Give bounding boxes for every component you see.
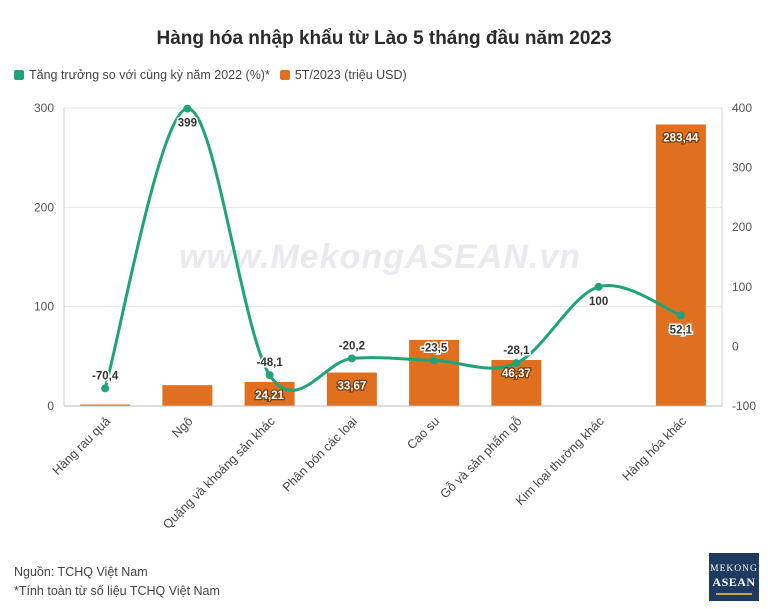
legend-swatch-growth xyxy=(14,70,24,80)
mekongasean-logo: MEKONG ASEAN xyxy=(709,553,759,601)
growth-point xyxy=(512,359,521,368)
legend-label-growth: Tăng trưởng so với cùng kỳ năm 2022 (%)* xyxy=(29,68,270,82)
bar-value-label: 33,67 xyxy=(337,381,366,393)
footnote: *Tính toàn từ số liệu TCHQ Việt Nam xyxy=(14,584,220,598)
growth-value-label: 399 xyxy=(178,118,197,130)
legend: Tăng trưởng so với cùng kỳ năm 2022 (%)*… xyxy=(14,68,407,82)
chart-title: Hàng hóa nhập khẩu từ Lào 5 tháng đầu nă… xyxy=(156,28,612,49)
legend-item-growth: Tăng trưởng so với cùng kỳ năm 2022 (%)* xyxy=(14,68,270,82)
y-left-tick-label: 300 xyxy=(34,101,54,115)
bar xyxy=(326,372,377,406)
x-category-label: Phân bón các loại xyxy=(280,414,360,494)
bar xyxy=(80,404,131,406)
y-left-tick-label: 0 xyxy=(47,399,54,413)
x-category-label: Cao su xyxy=(404,414,442,452)
growth-point xyxy=(265,371,274,380)
bar xyxy=(655,124,706,407)
logo-rule xyxy=(716,593,752,595)
growth-series-line xyxy=(103,107,682,392)
logo-line1: MEKONG xyxy=(710,564,758,574)
growth-value-label: -28,1 xyxy=(503,345,530,357)
x-category-label: Hàng hóa khác xyxy=(620,414,689,483)
y-right-tick-label: 0 xyxy=(732,339,739,353)
bar-value-label: 283,44 xyxy=(663,132,699,144)
y-right-tick-label: 200 xyxy=(732,220,752,234)
y-right-tick-label: 400 xyxy=(732,101,752,115)
logo-line2: ASEAN xyxy=(712,575,756,589)
x-category-label: Ngô xyxy=(169,414,195,440)
watermark: www.MekongASEAN.vn xyxy=(179,238,581,276)
x-category-label: Hàng rau quả xyxy=(50,414,113,477)
bar xyxy=(162,385,213,406)
growth-point xyxy=(183,104,192,113)
bar-value-label: 46,37 xyxy=(502,368,531,380)
growth-point xyxy=(676,311,685,320)
x-category-label: Gỗ và sản phẩm gỗ xyxy=(437,413,525,501)
growth-point xyxy=(101,384,110,393)
y-left-tick-label: 200 xyxy=(34,200,54,214)
growth-point xyxy=(594,282,603,291)
growth-value-label: -23,5 xyxy=(421,342,448,354)
growth-point xyxy=(430,356,439,365)
growth-value-label: 52,1 xyxy=(670,324,693,336)
bar xyxy=(244,381,295,406)
growth-value-label: -20,2 xyxy=(339,340,365,352)
growth-value-label: -48,1 xyxy=(257,357,284,369)
y-left-tick-label: 100 xyxy=(34,300,54,314)
growth-point xyxy=(347,354,356,363)
y-right-tick-label: -100 xyxy=(732,399,756,413)
bar-value-label: 24,21 xyxy=(255,390,284,402)
x-category-label: Kim loại thường khác xyxy=(513,414,607,508)
y-right-tick-label: 300 xyxy=(732,161,752,175)
y-right-tick-label: 100 xyxy=(732,280,752,294)
legend-item-value: 5T/2023 (triệu USD) xyxy=(279,68,407,82)
growth-value-label: 100 xyxy=(589,296,608,308)
growth-value-label: -70,4 xyxy=(92,370,119,382)
legend-label-value: 5T/2023 (triệu USD) xyxy=(294,68,407,82)
bar xyxy=(409,339,460,406)
legend-swatch-value xyxy=(279,70,290,80)
source-note: Nguồn: TCHQ Việt Nam xyxy=(14,565,148,579)
